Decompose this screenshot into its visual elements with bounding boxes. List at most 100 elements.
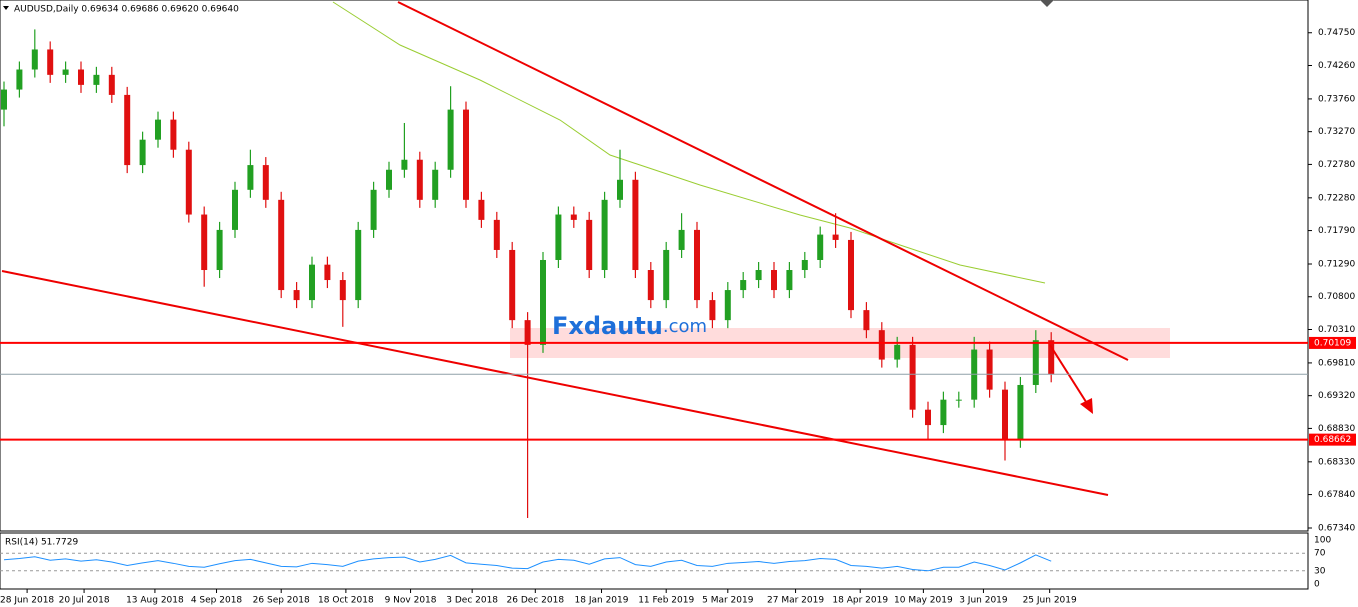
candle-body [617, 179, 623, 200]
candle-body [309, 264, 315, 301]
candle-body [447, 109, 454, 170]
scroll-marker [1040, 0, 1054, 7]
candle-body [1048, 340, 1055, 375]
rsi-tick-label: 100 [1314, 536, 1331, 546]
main-frame [0, 0, 1309, 532]
candle-body [709, 300, 716, 321]
x-tick-label: 4 Sep 2018 [191, 596, 243, 606]
candle-body [339, 280, 346, 301]
x-tick-label: 28 Jun 2018 [0, 596, 54, 606]
candle-body [155, 119, 161, 140]
title-icon [3, 6, 9, 10]
candle-body [755, 270, 762, 281]
candle-body [401, 159, 408, 170]
y-tick-label: 0.70800 [1318, 292, 1355, 302]
rsi-frame [0, 532, 1309, 590]
y-tick-label: 0.68830 [1318, 424, 1355, 434]
x-tick-label: 11 Feb 2019 [638, 596, 694, 606]
candle-body [848, 239, 854, 311]
candle-body [955, 399, 962, 401]
candle-body [694, 229, 700, 301]
x-tick-label: 26 Sep 2018 [253, 596, 310, 606]
candle-body [16, 69, 23, 90]
y-tick-label: 0.67340 [1318, 523, 1355, 533]
candle-body [647, 270, 654, 301]
x-tick-label: 10 May 2019 [894, 596, 953, 606]
chart-title: AUDUSD,Daily 0.69634 0.69686 0.69620 0.6… [14, 5, 239, 15]
candle-body [632, 179, 639, 271]
x-tick-label: 25 Jun 2019 [1023, 596, 1077, 606]
candle-body [170, 119, 177, 150]
candle-body [740, 280, 747, 291]
y-tick-label: 0.71290 [1318, 259, 1355, 269]
candle-body [31, 49, 38, 70]
candle-body [678, 229, 685, 250]
candles [1, 29, 1055, 518]
level-tag [1309, 433, 1356, 446]
candle-body [817, 234, 824, 260]
x-tick-label: 26 Dec 2018 [507, 596, 565, 606]
candle-body [724, 290, 731, 321]
candle-body [201, 214, 208, 271]
candle-body [601, 199, 608, 271]
candle-body [355, 229, 362, 301]
candle-body [478, 199, 485, 220]
level-label: 0.70109 [1314, 338, 1351, 348]
candle-body [909, 344, 916, 410]
candle-body [124, 94, 131, 166]
candle-body [370, 189, 377, 230]
candle-body [663, 249, 670, 301]
rsi-tick-label: 0 [1314, 580, 1320, 590]
arrow-head [1080, 398, 1093, 414]
x-tick-label: 18 Oct 2018 [318, 596, 374, 606]
watermark-suffix: .com [663, 316, 707, 337]
watermark-brand: Fxdautu [552, 312, 663, 340]
candle-body [278, 199, 285, 291]
level-tag [1309, 336, 1356, 349]
candle-body [232, 189, 238, 230]
y-tick-label: 0.68330 [1318, 457, 1355, 467]
y-tick-label: 0.72280 [1318, 193, 1355, 203]
y-tick-label: 0.69320 [1318, 391, 1355, 401]
candle-body [216, 229, 223, 271]
x-tick-label: 5 Mar 2019 [702, 596, 754, 606]
candle-body [586, 219, 593, 271]
candle-body [185, 149, 192, 215]
candle-body [555, 214, 562, 260]
candle-body [878, 330, 885, 360]
candle-body [262, 165, 269, 200]
candle-body [416, 159, 423, 200]
candle-body [293, 290, 300, 301]
rsi-line [3, 554, 1052, 572]
y-tick-label: 0.74750 [1318, 28, 1355, 38]
trendline [397, 1, 1129, 361]
x-tick-label: 18 Jan 2019 [575, 596, 629, 606]
candle-body [463, 109, 469, 200]
candle-body [93, 74, 100, 85]
candle-body [786, 270, 793, 291]
rsi-label: RSI(14) 51.7729 [5, 538, 78, 548]
candle-body [1002, 389, 1008, 440]
candle-body [62, 69, 69, 75]
candle-body [139, 139, 146, 166]
arrow [1049, 344, 1089, 406]
y-tick-label: 0.74260 [1318, 61, 1355, 71]
x-tick-label: 20 Jul 2018 [59, 596, 110, 606]
candle-body [324, 264, 331, 281]
candle-body [432, 169, 439, 200]
rsi-tick-label: 30 [1314, 566, 1326, 576]
candle-body [509, 249, 516, 321]
candle-body [524, 320, 531, 345]
candle-body [894, 344, 901, 360]
y-tick-label: 0.71790 [1318, 226, 1355, 236]
candle-body [1032, 340, 1039, 385]
candle-body [78, 69, 84, 85]
y-tick-label: 0.70310 [1318, 325, 1355, 335]
candle-body [247, 165, 254, 190]
x-tick-label: 13 Aug 2018 [126, 596, 184, 606]
candle-body [47, 49, 54, 75]
candle-body [863, 310, 870, 331]
candle-body [540, 259, 546, 345]
